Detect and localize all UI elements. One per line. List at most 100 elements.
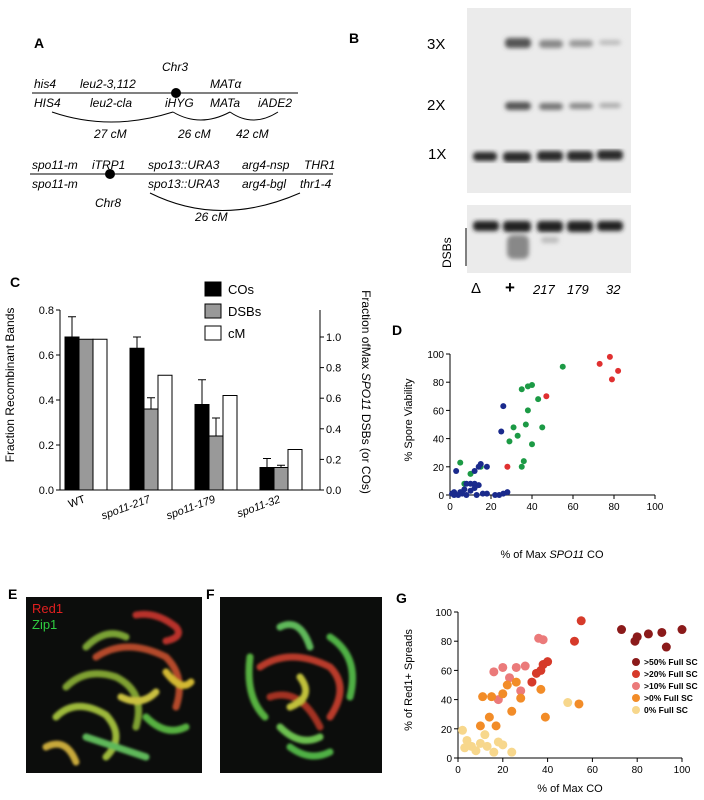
chart-d-xlabel-p3: CO xyxy=(584,549,604,561)
chart-g-point xyxy=(576,616,586,626)
chart-c-ylabel-right-p3: DSBs (or COs) xyxy=(359,411,373,494)
chart-d-point xyxy=(483,490,490,497)
micrograph-e: Red1 Zip1 xyxy=(26,597,202,773)
chart-c-bar xyxy=(64,336,80,491)
chart-c-bar xyxy=(208,435,224,491)
chart-d-x-tick-label: 60 xyxy=(567,502,579,513)
chr8-top-thr1: THR1 xyxy=(304,158,336,172)
panel-label-c: C xyxy=(10,274,21,290)
chart-c-left-tick-label: 0.6 xyxy=(39,350,54,362)
chart-g-point xyxy=(478,692,488,702)
chart-g-point xyxy=(482,741,492,751)
chr8-bottom-spo11: spo11-m xyxy=(32,177,78,191)
chart-d-xlabel-p2: SPO11 xyxy=(549,549,584,561)
chart-g-point xyxy=(574,699,584,709)
chart-g-point xyxy=(516,693,526,703)
chart-g-x-tick-label: 80 xyxy=(632,765,644,776)
chart-g-point xyxy=(511,662,521,672)
chart-d-point xyxy=(608,376,615,383)
chart-g-point xyxy=(480,730,490,740)
chart-d-point xyxy=(543,393,550,400)
micrograph-f-chromosomes xyxy=(245,621,356,760)
chart-g-x-tick-label: 100 xyxy=(674,765,691,776)
chart-g-point xyxy=(502,680,512,690)
chart-g-x-tick-label: 0 xyxy=(455,765,461,776)
chart-g-legend-label: >20% Full SC xyxy=(644,669,698,679)
chart-c-legend-swatch xyxy=(204,303,222,319)
chart-g-legend-marker xyxy=(632,670,640,678)
chart-g-legend-marker xyxy=(632,694,640,702)
chart-c-ylabel-right-p1: Fraction ofMax xyxy=(359,290,373,373)
chart-d-point xyxy=(475,463,482,470)
chart-d-xlabel: % of Max SPO11 CO xyxy=(500,549,604,561)
chart-c-ylabel-left: Fraction Recombinant Bands xyxy=(3,308,17,463)
chart-g-point xyxy=(516,686,526,696)
chart-g-point xyxy=(630,636,640,646)
chart-g-point xyxy=(484,712,494,722)
chart-g-point xyxy=(460,743,470,753)
dsb-bracket xyxy=(465,228,467,266)
chr8-top-spo13: spo13::URA3 xyxy=(148,158,220,172)
chart-d-point xyxy=(504,463,511,470)
chart-g-point xyxy=(498,662,508,672)
band-label-2x: 2X xyxy=(427,97,446,114)
chart-c-legend-label: cM xyxy=(228,326,245,341)
chart-g-point xyxy=(527,677,537,687)
chr8-top-itrp1: iTRP1 xyxy=(92,158,126,172)
chart-c-right-tick-label: 1.0 xyxy=(326,332,341,344)
chart-g-point xyxy=(511,677,521,687)
chart-g-point xyxy=(657,627,667,637)
chart-d-point xyxy=(529,382,535,389)
chr3-distance-3: 42 cM xyxy=(236,127,269,141)
chart-c-bar xyxy=(273,467,289,491)
chart-c-bar xyxy=(143,408,159,491)
chart-c-bar xyxy=(222,395,238,491)
lane-label-delta: Δ xyxy=(471,280,482,297)
chart-d-point xyxy=(529,441,535,448)
chart-c-category-label: spo11-217 xyxy=(100,493,153,522)
panel-label-a: A xyxy=(34,35,45,51)
chart-c-legend-label: COs xyxy=(228,282,255,297)
chart-d-point xyxy=(457,459,464,466)
chart-d-point xyxy=(524,407,531,414)
chart-d-y-tick-label: 0 xyxy=(438,491,444,502)
chart-g-point xyxy=(661,642,671,652)
gel-bottom-image xyxy=(467,205,631,273)
chr8-top-arg4: arg4-nsp xyxy=(242,158,290,172)
chart-g-point xyxy=(507,706,517,716)
chart-d-point xyxy=(453,468,460,475)
chr3-distance-2: 26 cM xyxy=(178,127,211,141)
chr8-name: Chr8 xyxy=(95,196,122,210)
band-label-3x: 3X xyxy=(427,36,446,53)
chart-d-y-tick-label: 80 xyxy=(433,378,445,389)
chart-g-point xyxy=(507,747,517,757)
chart-c-bar xyxy=(194,404,210,491)
chart-g-y-tick-label: 80 xyxy=(441,637,453,648)
chart-c-right-tick-label: 0.2 xyxy=(326,454,341,466)
chart-d-point xyxy=(520,458,527,465)
chart-d: % Spore Viability % of Max SPO11 CO 00 20… xyxy=(403,350,664,561)
chart-g: % of Red1+ Spreads % of Max CO 00 20 20 40 4… xyxy=(403,608,698,795)
chr8-bottom-spo13: spo13::URA3 xyxy=(148,177,220,191)
chart-g-legend-label: >0% Full SC xyxy=(644,693,693,703)
chart-d-point xyxy=(483,463,490,470)
chart-d-point xyxy=(606,353,613,360)
chart-g-y-tick-label: 40 xyxy=(441,696,453,707)
chart-c-left-tick-label: 0.2 xyxy=(39,440,54,452)
lane-label-179: 179 xyxy=(567,282,589,297)
chart-d-point xyxy=(539,424,546,431)
chart-c-ylabel-right-p2: SPO11 xyxy=(359,373,373,411)
chart-g-xlabel: % of Max CO xyxy=(537,783,603,795)
chart-g-point xyxy=(498,740,508,750)
chart-d-ylabel: % Spore Viability xyxy=(403,378,415,461)
chart-c-bar xyxy=(129,347,145,491)
chr3-top-mat: MATα xyxy=(210,77,242,91)
chr8-bottom-thr1: thr1-4 xyxy=(300,177,332,191)
chr3-bottom-his4: HIS4 xyxy=(34,96,61,110)
chart-c-right-tick-label: 0.8 xyxy=(326,363,341,375)
chr8-distance: 26 cM xyxy=(195,210,228,224)
chart-d-point xyxy=(498,428,505,435)
chart-g-y-tick-label: 60 xyxy=(441,666,453,677)
chart-g-legend-label: 0% Full SC xyxy=(644,705,688,715)
chart-g-point xyxy=(489,747,499,757)
